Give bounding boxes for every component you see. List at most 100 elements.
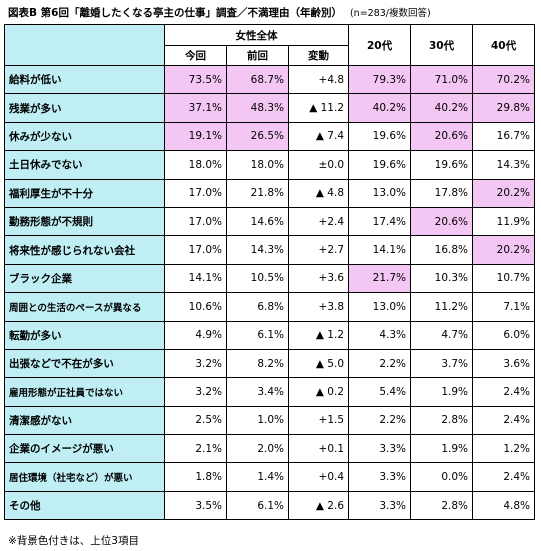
cell-previous: 1.4% (226, 462, 289, 492)
cell-20s: 13.0% (348, 178, 412, 208)
cell-previous: 26.5% (226, 121, 289, 152)
cell-30s: 20.6% (410, 121, 474, 152)
figure-title-text: 図表B 第6回「離婚したくなる亭主の仕事」調査／不満理由（年齢別） (8, 7, 342, 19)
cell-change: ▲ 0.2 (287, 377, 350, 407)
table-row: 雇用形態が正社員ではない 3.2% 3.4% ▲ 0.2 5.4% 1.9% 2.4% (4, 377, 536, 407)
cell-change: +4.8 (287, 64, 350, 95)
row-label: その他 (4, 490, 165, 521)
row-label: 給料が低い (4, 64, 165, 95)
cell-previous: 14.3% (226, 235, 289, 265)
cell-20s: 21.7% (348, 263, 412, 294)
header-corner (4, 24, 165, 66)
cell-30s: 19.6% (410, 150, 474, 180)
row-label: 土日休みでない (4, 150, 165, 180)
cell-change: ▲ 5.0 (287, 348, 350, 379)
row-label: 出張などで不在が多い (4, 348, 165, 379)
table-row: 給料が低い 73.5% 68.7% +4.8 79.3% 71.0% 70.2% (4, 64, 536, 95)
cell-previous: 68.7% (226, 64, 289, 95)
header-previous: 前回 (226, 45, 289, 66)
cell-20s: 3.3% (348, 490, 412, 521)
cell-current: 1.8% (164, 462, 227, 492)
cell-20s: 13.0% (348, 292, 412, 322)
cell-current: 2.1% (164, 434, 227, 464)
cell-20s: 19.6% (348, 121, 412, 152)
table-row: 出張などで不在が多い 3.2% 8.2% ▲ 5.0 2.2% 3.7% 3.6% (4, 348, 536, 379)
cell-change: ▲ 7.4 (287, 121, 350, 152)
header-change: 変動 (287, 45, 350, 66)
cell-30s: 20.6% (410, 206, 474, 237)
cell-change: +2.7 (287, 235, 350, 265)
cell-previous: 14.6% (226, 206, 289, 237)
cell-change: +1.5 (287, 405, 350, 436)
figure-subtitle: (n=283/複数回答) (349, 8, 431, 19)
cell-previous: 48.3% (226, 93, 289, 123)
table-row: 残業が多い 37.1% 48.3% ▲ 11.2 40.2% 40.2% 29.8% (4, 93, 536, 123)
cell-30s: 3.7% (410, 348, 474, 379)
row-label: 残業が多い (4, 93, 165, 123)
table-row: 居住環境（社宅など）が悪い 1.8% 1.4% +0.4 3.3% 0.0% 2.4% (4, 462, 536, 492)
header-current: 今回 (164, 45, 227, 66)
cell-40s: 7.1% (472, 292, 536, 322)
cell-40s: 3.6% (472, 348, 536, 379)
cell-20s: 19.6% (348, 150, 412, 180)
cell-30s: 40.2% (410, 93, 474, 123)
row-label: 将来性が感じられない会社 (4, 235, 165, 265)
cell-current: 17.0% (164, 206, 227, 237)
row-label: 清潔感がない (4, 405, 165, 436)
survey-table: 女性全体 20代 30代 40代 今回 前回 変動 給料が低い 73.5% 68.7… (4, 24, 536, 521)
cell-change: +0.4 (287, 462, 350, 492)
cell-change: ▲ 2.6 (287, 490, 350, 521)
row-label: ブラック企業 (4, 263, 165, 294)
table-row: 将来性が感じられない会社 17.0% 14.3% +2.7 14.1% 16.8% 20.2… (4, 235, 536, 265)
cell-change: ▲ 4.8 (287, 178, 350, 208)
cell-20s: 79.3% (348, 64, 412, 95)
cell-change: ▲ 11.2 (287, 93, 350, 123)
cell-current: 2.5% (164, 405, 227, 436)
cell-30s: 0.0% (410, 462, 474, 492)
header-women-total: 女性全体 (163, 24, 350, 46)
cell-30s: 11.2% (410, 292, 474, 322)
cell-current: 17.0% (164, 178, 227, 208)
cell-40s: 1.2% (472, 434, 536, 464)
cell-40s: 14.3% (472, 150, 536, 180)
table-row: 企業のイメージが悪い 2.1% 2.0% +0.1 3.3% 1.9% 1.2% (4, 434, 536, 464)
row-label: 転勤が多い (4, 320, 165, 350)
cell-40s: 11.9% (472, 206, 536, 237)
cell-change: +2.4 (287, 206, 350, 237)
cell-change: +3.8 (287, 292, 350, 322)
cell-current: 37.1% (164, 93, 227, 123)
row-label: 休みが少ない (4, 121, 165, 152)
figure-title: 図表B 第6回「離婚したくなる亭主の仕事」調査／不満理由（年齢別） (n=283/… (8, 5, 431, 20)
cell-current: 10.6% (164, 292, 227, 322)
cell-previous: 6.1% (226, 320, 289, 350)
cell-20s: 2.2% (348, 348, 412, 379)
table-row: 勤務形態が不規則 17.0% 14.6% +2.4 17.4% 20.6% 11.9% (4, 206, 536, 237)
cell-previous: 10.5% (226, 263, 289, 294)
table-row: 土日休みでない 18.0% 18.0% ±0.0 19.6% 19.6% 14.3% (4, 150, 536, 180)
cell-30s: 1.9% (410, 377, 474, 407)
cell-40s: 16.7% (472, 121, 536, 152)
cell-previous: 6.8% (226, 292, 289, 322)
cell-40s: 20.2% (472, 178, 536, 208)
cell-previous: 18.0% (226, 150, 289, 180)
cell-change: ±0.0 (287, 150, 350, 180)
cell-20s: 17.4% (348, 206, 412, 237)
cell-previous: 3.4% (226, 377, 289, 407)
cell-30s: 71.0% (410, 64, 474, 95)
cell-20s: 4.3% (348, 320, 412, 350)
table-row: 転勤が多い 4.9% 6.1% ▲ 1.2 4.3% 4.7% 6.0% (4, 320, 536, 350)
cell-40s: 2.4% (472, 377, 536, 407)
cell-20s: 14.1% (348, 235, 412, 265)
table-row: 清潔感がない 2.5% 1.0% +1.5 2.2% 2.8% 2.4% (4, 405, 536, 436)
cell-30s: 4.7% (410, 320, 474, 350)
cell-40s: 20.2% (472, 235, 536, 265)
cell-previous: 6.1% (226, 490, 289, 521)
row-label: 企業のイメージが悪い (4, 434, 165, 464)
cell-20s: 3.3% (348, 462, 412, 492)
cell-30s: 2.8% (410, 405, 474, 436)
cell-30s: 17.8% (410, 178, 474, 208)
cell-current: 18.0% (164, 150, 227, 180)
table-row: 周囲との生活のペースが異なる 10.6% 6.8% +3.8 13.0% 11.2% 7.1… (4, 292, 536, 322)
cell-previous: 8.2% (226, 348, 289, 379)
footnote: ※背景色付きは、上位3項目 (8, 535, 139, 547)
